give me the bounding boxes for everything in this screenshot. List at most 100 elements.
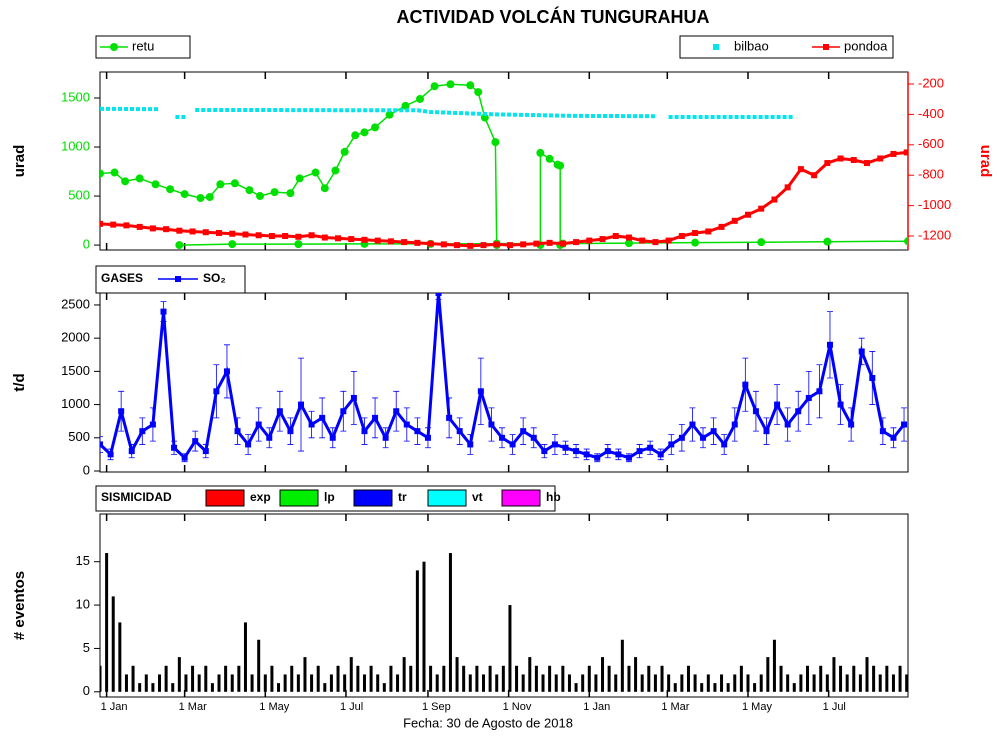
point: [665, 237, 672, 244]
bar: [396, 674, 400, 692]
point: [823, 44, 829, 50]
plot-area: [100, 293, 908, 463]
bar: [455, 657, 459, 692]
error-bar: [435, 293, 442, 301]
bar: [442, 665, 446, 692]
point: [202, 448, 209, 455]
bar: [164, 665, 168, 692]
point: [689, 421, 696, 428]
point: [348, 236, 355, 243]
error-bar: [100, 436, 103, 453]
y-tick-label: 0: [83, 462, 90, 477]
legend-label: SO₂: [203, 271, 226, 285]
y2-tick-label: -1000: [918, 197, 951, 212]
bar: [151, 683, 155, 692]
bar: [356, 665, 360, 692]
bar: [316, 665, 320, 692]
point: [545, 154, 554, 163]
point: [742, 381, 749, 388]
x-tick-label: 1 Jan: [583, 701, 610, 713]
bar: [468, 674, 472, 692]
point: [864, 160, 871, 167]
bar: [482, 674, 486, 692]
bar: [448, 553, 452, 692]
point: [546, 239, 553, 246]
y2-tick-label: -200: [918, 75, 944, 90]
x-tick-label: 1 Mar: [661, 701, 689, 713]
point: [382, 434, 389, 441]
point: [903, 149, 908, 156]
point: [692, 229, 699, 236]
point: [556, 161, 565, 170]
point: [562, 444, 569, 451]
bar: [158, 674, 162, 692]
bar: [885, 665, 889, 692]
point: [401, 101, 410, 110]
plot-frame: [99, 71, 909, 251]
point: [604, 448, 611, 455]
point: [128, 448, 135, 455]
point: [668, 441, 675, 448]
point: [594, 454, 601, 461]
bar: [733, 674, 737, 692]
point: [180, 190, 189, 199]
bar: [243, 622, 247, 692]
point: [175, 241, 184, 250]
bar: [680, 674, 684, 692]
y2-axis-label: urad: [977, 145, 994, 178]
bar: [409, 665, 413, 692]
point: [242, 231, 249, 238]
bar: [210, 683, 214, 692]
point: [427, 240, 434, 247]
point: [163, 226, 170, 233]
point: [466, 81, 475, 90]
bar: [561, 665, 565, 692]
bar: [376, 674, 380, 692]
bar: [184, 674, 188, 692]
point: [499, 434, 506, 441]
point: [340, 408, 347, 415]
point: [255, 232, 262, 239]
point: [625, 234, 632, 241]
point: [123, 222, 130, 229]
bar: [124, 674, 128, 692]
point: [879, 428, 886, 435]
point: [520, 428, 527, 435]
point: [223, 368, 230, 375]
bar: [362, 674, 366, 692]
bar: [495, 674, 499, 692]
plot-area: [100, 553, 908, 692]
bar: [839, 665, 843, 692]
bar: [739, 665, 743, 692]
bar: [217, 674, 221, 692]
bar: [475, 665, 479, 692]
y-axis-label: t/d: [11, 373, 28, 391]
legend-label: exp: [250, 490, 271, 504]
point: [331, 166, 340, 175]
point: [139, 428, 146, 435]
point: [287, 428, 294, 435]
point: [467, 242, 474, 249]
y-tick-label: 2500: [61, 296, 90, 311]
bar: [422, 561, 426, 692]
legend-label: retu: [132, 38, 154, 53]
point: [624, 239, 633, 248]
point: [533, 240, 540, 247]
bar: [805, 665, 809, 692]
x-tick-label: 1 May: [259, 701, 289, 713]
point: [268, 233, 275, 240]
bar: [290, 665, 294, 692]
point: [230, 179, 239, 188]
point: [372, 414, 379, 421]
point: [823, 237, 832, 246]
bar: [118, 622, 122, 692]
point: [205, 193, 214, 202]
point: [403, 421, 410, 428]
point: [151, 180, 160, 189]
point: [890, 434, 897, 441]
point: [350, 394, 357, 401]
y-tick-label: 0: [83, 237, 90, 252]
point: [586, 237, 593, 244]
point: [216, 180, 225, 189]
legend-swatch: [353, 489, 393, 507]
